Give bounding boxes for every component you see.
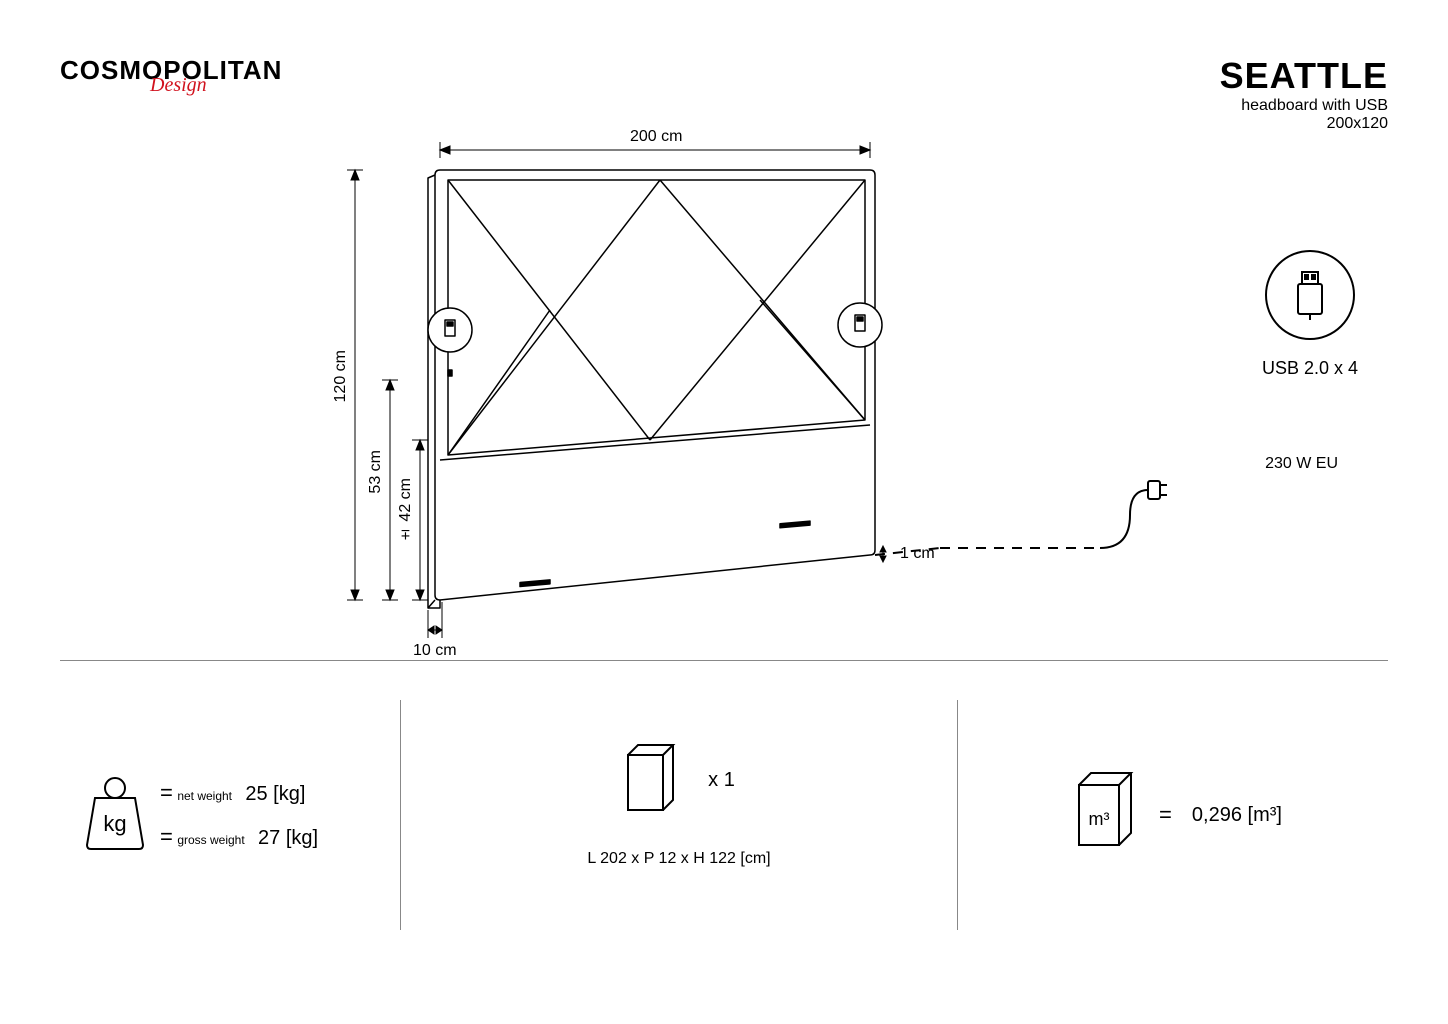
- equals: =: [1159, 802, 1172, 828]
- weight-icon: kg: [80, 773, 150, 858]
- technical-drawing: [320, 130, 1020, 670]
- power-cable: [920, 475, 1180, 575]
- power-label: 230 W EU: [1265, 455, 1338, 473]
- svg-text:kg: kg: [103, 811, 126, 836]
- product-size: 200x120: [1220, 115, 1388, 133]
- svg-text:m³: m³: [1089, 809, 1110, 829]
- net-weight-value: 25 [kg]: [245, 783, 305, 805]
- product-subtitle: headboard with USB: [1220, 97, 1388, 115]
- product-title-block: SEATTLE headboard with USB 200x120: [1220, 55, 1388, 133]
- package-qty: x 1: [708, 769, 735, 792]
- dim-53: 53 cm: [367, 450, 385, 494]
- dim-height: 120 cm: [332, 350, 350, 402]
- panel-divider-1: [400, 700, 401, 930]
- brand-logo: COSMOPOLITAN Design: [60, 55, 282, 133]
- box-icon: [623, 740, 678, 820]
- gross-weight-value: 27 [kg]: [258, 827, 318, 849]
- net-weight-row: = net weight 25 [kg]: [160, 780, 318, 806]
- product-name: SEATTLE: [1220, 55, 1388, 97]
- panel-divider-2: [957, 700, 958, 930]
- dim-gap: 1 cm: [900, 545, 935, 563]
- net-weight-label: net weight: [177, 789, 232, 803]
- volume-icon: m³: [1074, 770, 1139, 860]
- dim-depth: 10 cm: [413, 642, 457, 660]
- dim-width: 200 cm: [630, 128, 682, 146]
- package-dims: L 202 x P 12 x H 122 [cm]: [431, 850, 927, 868]
- gross-weight-label: gross weight: [177, 833, 244, 847]
- dim-42: ± 42 cm: [397, 478, 415, 543]
- divider: [60, 660, 1388, 661]
- spec-panels: kg = net weight 25 [kg] = gross weight 2…: [60, 700, 1388, 930]
- usb-icon: [1265, 250, 1355, 340]
- gross-weight-row: = gross weight 27 [kg]: [160, 824, 318, 850]
- usb-feature: USB 2.0 x 4: [1262, 250, 1358, 379]
- usb-label: USB 2.0 x 4: [1262, 358, 1358, 379]
- volume-value: 0,296 [m³]: [1192, 804, 1282, 827]
